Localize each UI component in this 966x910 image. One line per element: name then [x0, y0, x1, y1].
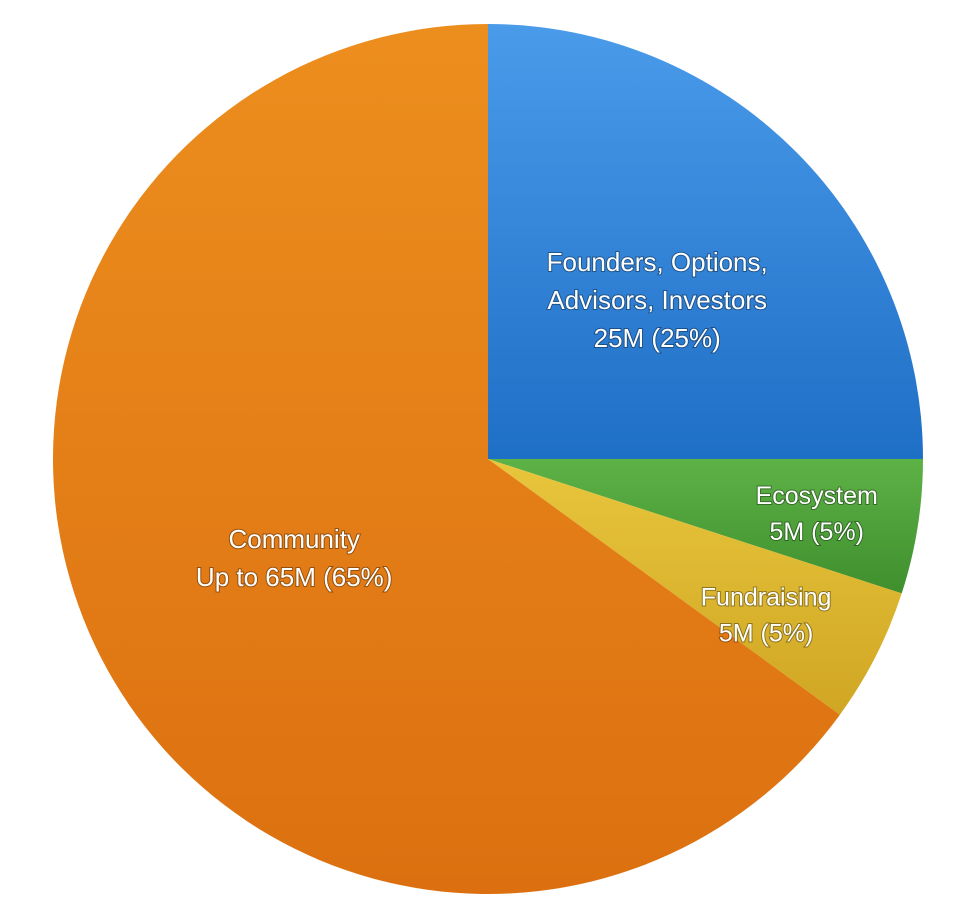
pie-slice-fundraising: [488, 459, 902, 715]
slice-label-line: Up to 65M (65%): [196, 562, 393, 592]
slice-label-fundraising: Fundraising 5M (5%): [701, 584, 832, 648]
slice-label-founders-options-advisors-investors: Founders, Options, Advisors, Investors 25M…: [547, 247, 768, 353]
slice-label-line: Advisors, Investors: [547, 285, 767, 315]
labels-layer: Founders, Options, Advisors, Investors 25M…: [195, 246, 879, 649]
slice-label-line: 5M (5%): [769, 518, 863, 546]
slice-label-ecosystem: Ecosystem 5M (5%): [756, 482, 878, 546]
slices-layer: [53, 24, 923, 895]
slice-label-line: Founders, Options,: [547, 247, 768, 277]
slice-label-line: 5M (5%): [719, 620, 813, 648]
pie-slice-founders-options-advisors-investors: [488, 24, 923, 459]
pie-slice-ecosystem: [488, 459, 923, 594]
pie-slice-community: [53, 24, 840, 895]
slice-label-community: Community Up to 65M (65%): [196, 524, 393, 592]
slice-label-line: 25M (25%): [594, 323, 721, 353]
slice-label-line: Community: [228, 524, 359, 554]
slice-label-line: Ecosystem: [756, 482, 878, 510]
slice-label-line: Fundraising: [701, 584, 832, 612]
